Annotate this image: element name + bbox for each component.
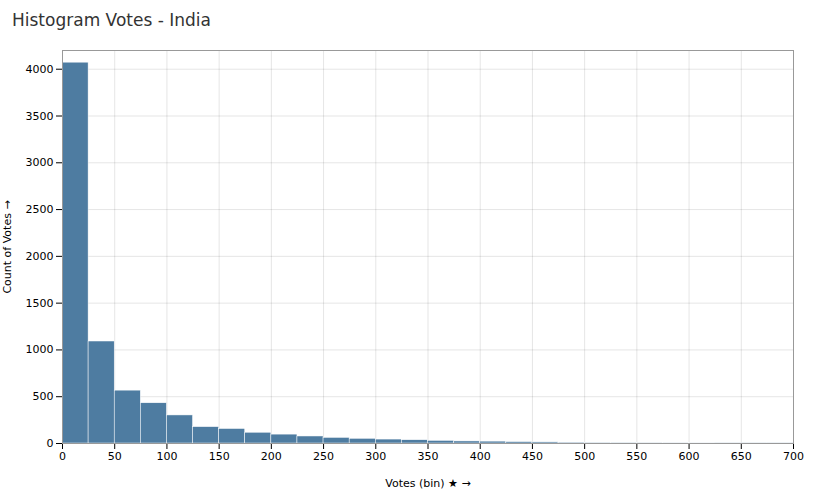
svg-text:500: 500	[33, 390, 54, 403]
svg-text:Count of Votes →: Count of Votes →	[1, 200, 14, 293]
svg-text:650: 650	[731, 450, 752, 463]
svg-text:300: 300	[365, 450, 386, 463]
svg-text:500: 500	[574, 450, 595, 463]
svg-text:0: 0	[59, 450, 66, 463]
svg-text:550: 550	[626, 450, 647, 463]
svg-text:350: 350	[418, 450, 439, 463]
svg-text:1500: 1500	[26, 297, 54, 310]
svg-text:2500: 2500	[26, 203, 54, 216]
svg-text:200: 200	[261, 450, 282, 463]
svg-text:Votes (bin) ★ →: Votes (bin) ★ →	[385, 477, 470, 490]
svg-text:600: 600	[679, 450, 700, 463]
svg-text:50: 50	[108, 450, 122, 463]
html-text:Histogram Votes - India: Histogram Votes - India	[12, 10, 211, 30]
svg-text:400: 400	[470, 450, 491, 463]
svg-text:1000: 1000	[26, 343, 54, 356]
svg-text:100: 100	[156, 450, 177, 463]
svg-text:3500: 3500	[26, 110, 54, 123]
svg-text:150: 150	[209, 450, 230, 463]
svg-text:700: 700	[783, 450, 804, 463]
svg-text:4000: 4000	[26, 63, 54, 76]
svg-text:2000: 2000	[26, 250, 54, 263]
svg-text:450: 450	[522, 450, 543, 463]
svg-text:250: 250	[313, 450, 334, 463]
svg-text:0: 0	[47, 437, 54, 450]
svg-text:3000: 3000	[26, 156, 54, 169]
